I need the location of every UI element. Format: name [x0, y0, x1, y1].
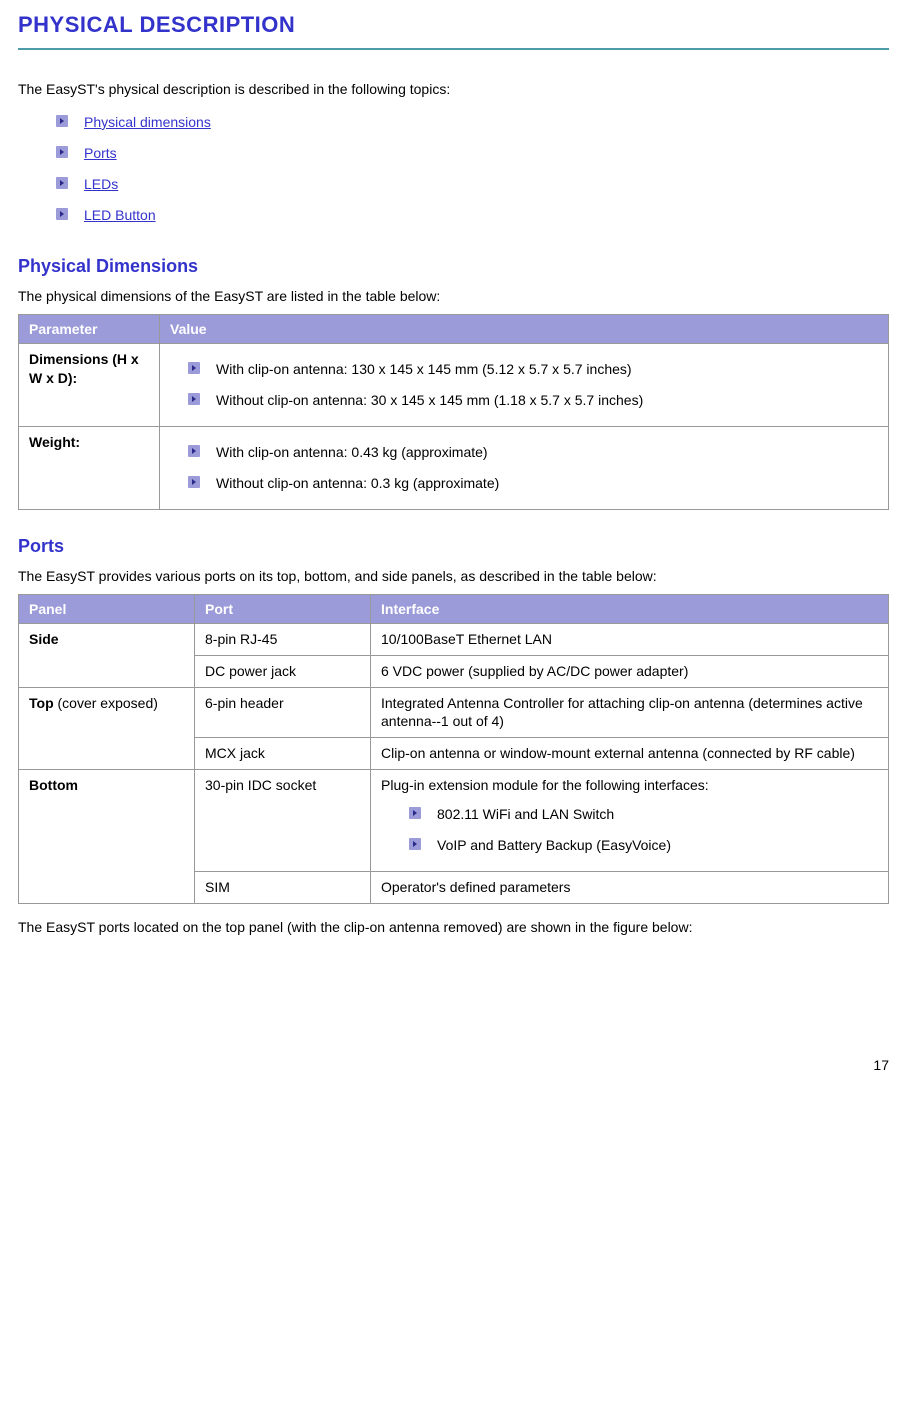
table-row: Weight: With clip-on antenna: 0.43 kg (a…	[19, 427, 889, 510]
cell-panel: Top (cover exposed)	[19, 687, 195, 770]
th-interface: Interface	[371, 594, 889, 623]
cell-port: 8-pin RJ-45	[195, 623, 371, 655]
panel-name: Bottom	[29, 777, 78, 793]
link-leds[interactable]: LEDs	[84, 176, 118, 192]
cell-param: Weight:	[19, 427, 160, 510]
cell-value: With clip-on antenna: 0.43 kg (approxima…	[160, 427, 889, 510]
toc-list: Physical dimensions Ports LEDs LED Butto…	[56, 107, 889, 231]
cell-interface: 6 VDC power (supplied by AC/DC power ada…	[371, 655, 889, 687]
toc-item: Physical dimensions	[56, 107, 889, 138]
cell-port: 30-pin IDC socket	[195, 770, 371, 872]
cell-interface: Plug-in extension module for the followi…	[371, 770, 889, 872]
list-item: With clip-on antenna: 0.43 kg (approxima…	[188, 437, 878, 468]
toc-item: LEDs	[56, 169, 889, 200]
page-number: 17	[18, 1057, 889, 1073]
cell-port: 6-pin header	[195, 687, 371, 738]
list-item: 802.11 WiFi and LAN Switch	[409, 799, 878, 830]
cell-param: Dimensions (H x W x D):	[19, 344, 160, 427]
cell-interface: Integrated Antenna Controller for attach…	[371, 687, 889, 738]
toc-item: LED Button	[56, 200, 889, 231]
th-value: Value	[160, 315, 889, 344]
cell-interface: Clip-on antenna or window-mount external…	[371, 738, 889, 770]
ports-intro: The EasyST provides various ports on its…	[18, 567, 889, 586]
ports-outro: The EasyST ports located on the top pane…	[18, 918, 889, 937]
th-panel: Panel	[19, 594, 195, 623]
table-row: Bottom 30-pin IDC socket Plug-in extensi…	[19, 770, 889, 872]
interface-text: Plug-in extension module for the followi…	[381, 777, 709, 793]
cell-panel: Side	[19, 623, 195, 687]
table-row: Side 8-pin RJ-45 10/100BaseT Ethernet LA…	[19, 623, 889, 655]
cell-interface: Operator's defined parameters	[371, 871, 889, 903]
dimensions-intro: The physical dimensions of the EasyST ar…	[18, 287, 889, 306]
title-underline	[18, 48, 889, 50]
dimensions-table: Parameter Value Dimensions (H x W x D): …	[18, 314, 889, 510]
link-physical-dimensions[interactable]: Physical dimensions	[84, 114, 211, 130]
intro-text: The EasyST's physical description is des…	[18, 80, 889, 99]
page-title: PHYSICAL DESCRIPTION	[18, 12, 889, 38]
section-heading-dimensions: Physical Dimensions	[18, 256, 889, 277]
ports-table: Panel Port Interface Side 8-pin RJ-45 10…	[18, 594, 889, 904]
list-item: Without clip-on antenna: 0.3 kg (approxi…	[188, 468, 878, 499]
cell-port: SIM	[195, 871, 371, 903]
cell-interface: 10/100BaseT Ethernet LAN	[371, 623, 889, 655]
table-header-row: Parameter Value	[19, 315, 889, 344]
list-item: Without clip-on antenna: 30 x 145 x 145 …	[188, 385, 878, 416]
cell-panel: Bottom	[19, 770, 195, 904]
panel-suffix: (cover exposed)	[54, 695, 158, 711]
cell-port: MCX jack	[195, 738, 371, 770]
section-heading-ports: Ports	[18, 536, 889, 557]
toc-item: Ports	[56, 138, 889, 169]
link-led-button[interactable]: LED Button	[84, 207, 156, 223]
table-header-row: Panel Port Interface	[19, 594, 889, 623]
cell-port: DC power jack	[195, 655, 371, 687]
panel-name: Side	[29, 631, 59, 647]
panel-name: Top	[29, 695, 54, 711]
table-row: Dimensions (H x W x D): With clip-on ant…	[19, 344, 889, 427]
table-row: Top (cover exposed) 6-pin header Integra…	[19, 687, 889, 738]
link-ports[interactable]: Ports	[84, 145, 117, 161]
list-item: VoIP and Battery Backup (EasyVoice)	[409, 830, 878, 861]
list-item: With clip-on antenna: 130 x 145 x 145 mm…	[188, 354, 878, 385]
cell-value: With clip-on antenna: 130 x 145 x 145 mm…	[160, 344, 889, 427]
th-port: Port	[195, 594, 371, 623]
th-parameter: Parameter	[19, 315, 160, 344]
